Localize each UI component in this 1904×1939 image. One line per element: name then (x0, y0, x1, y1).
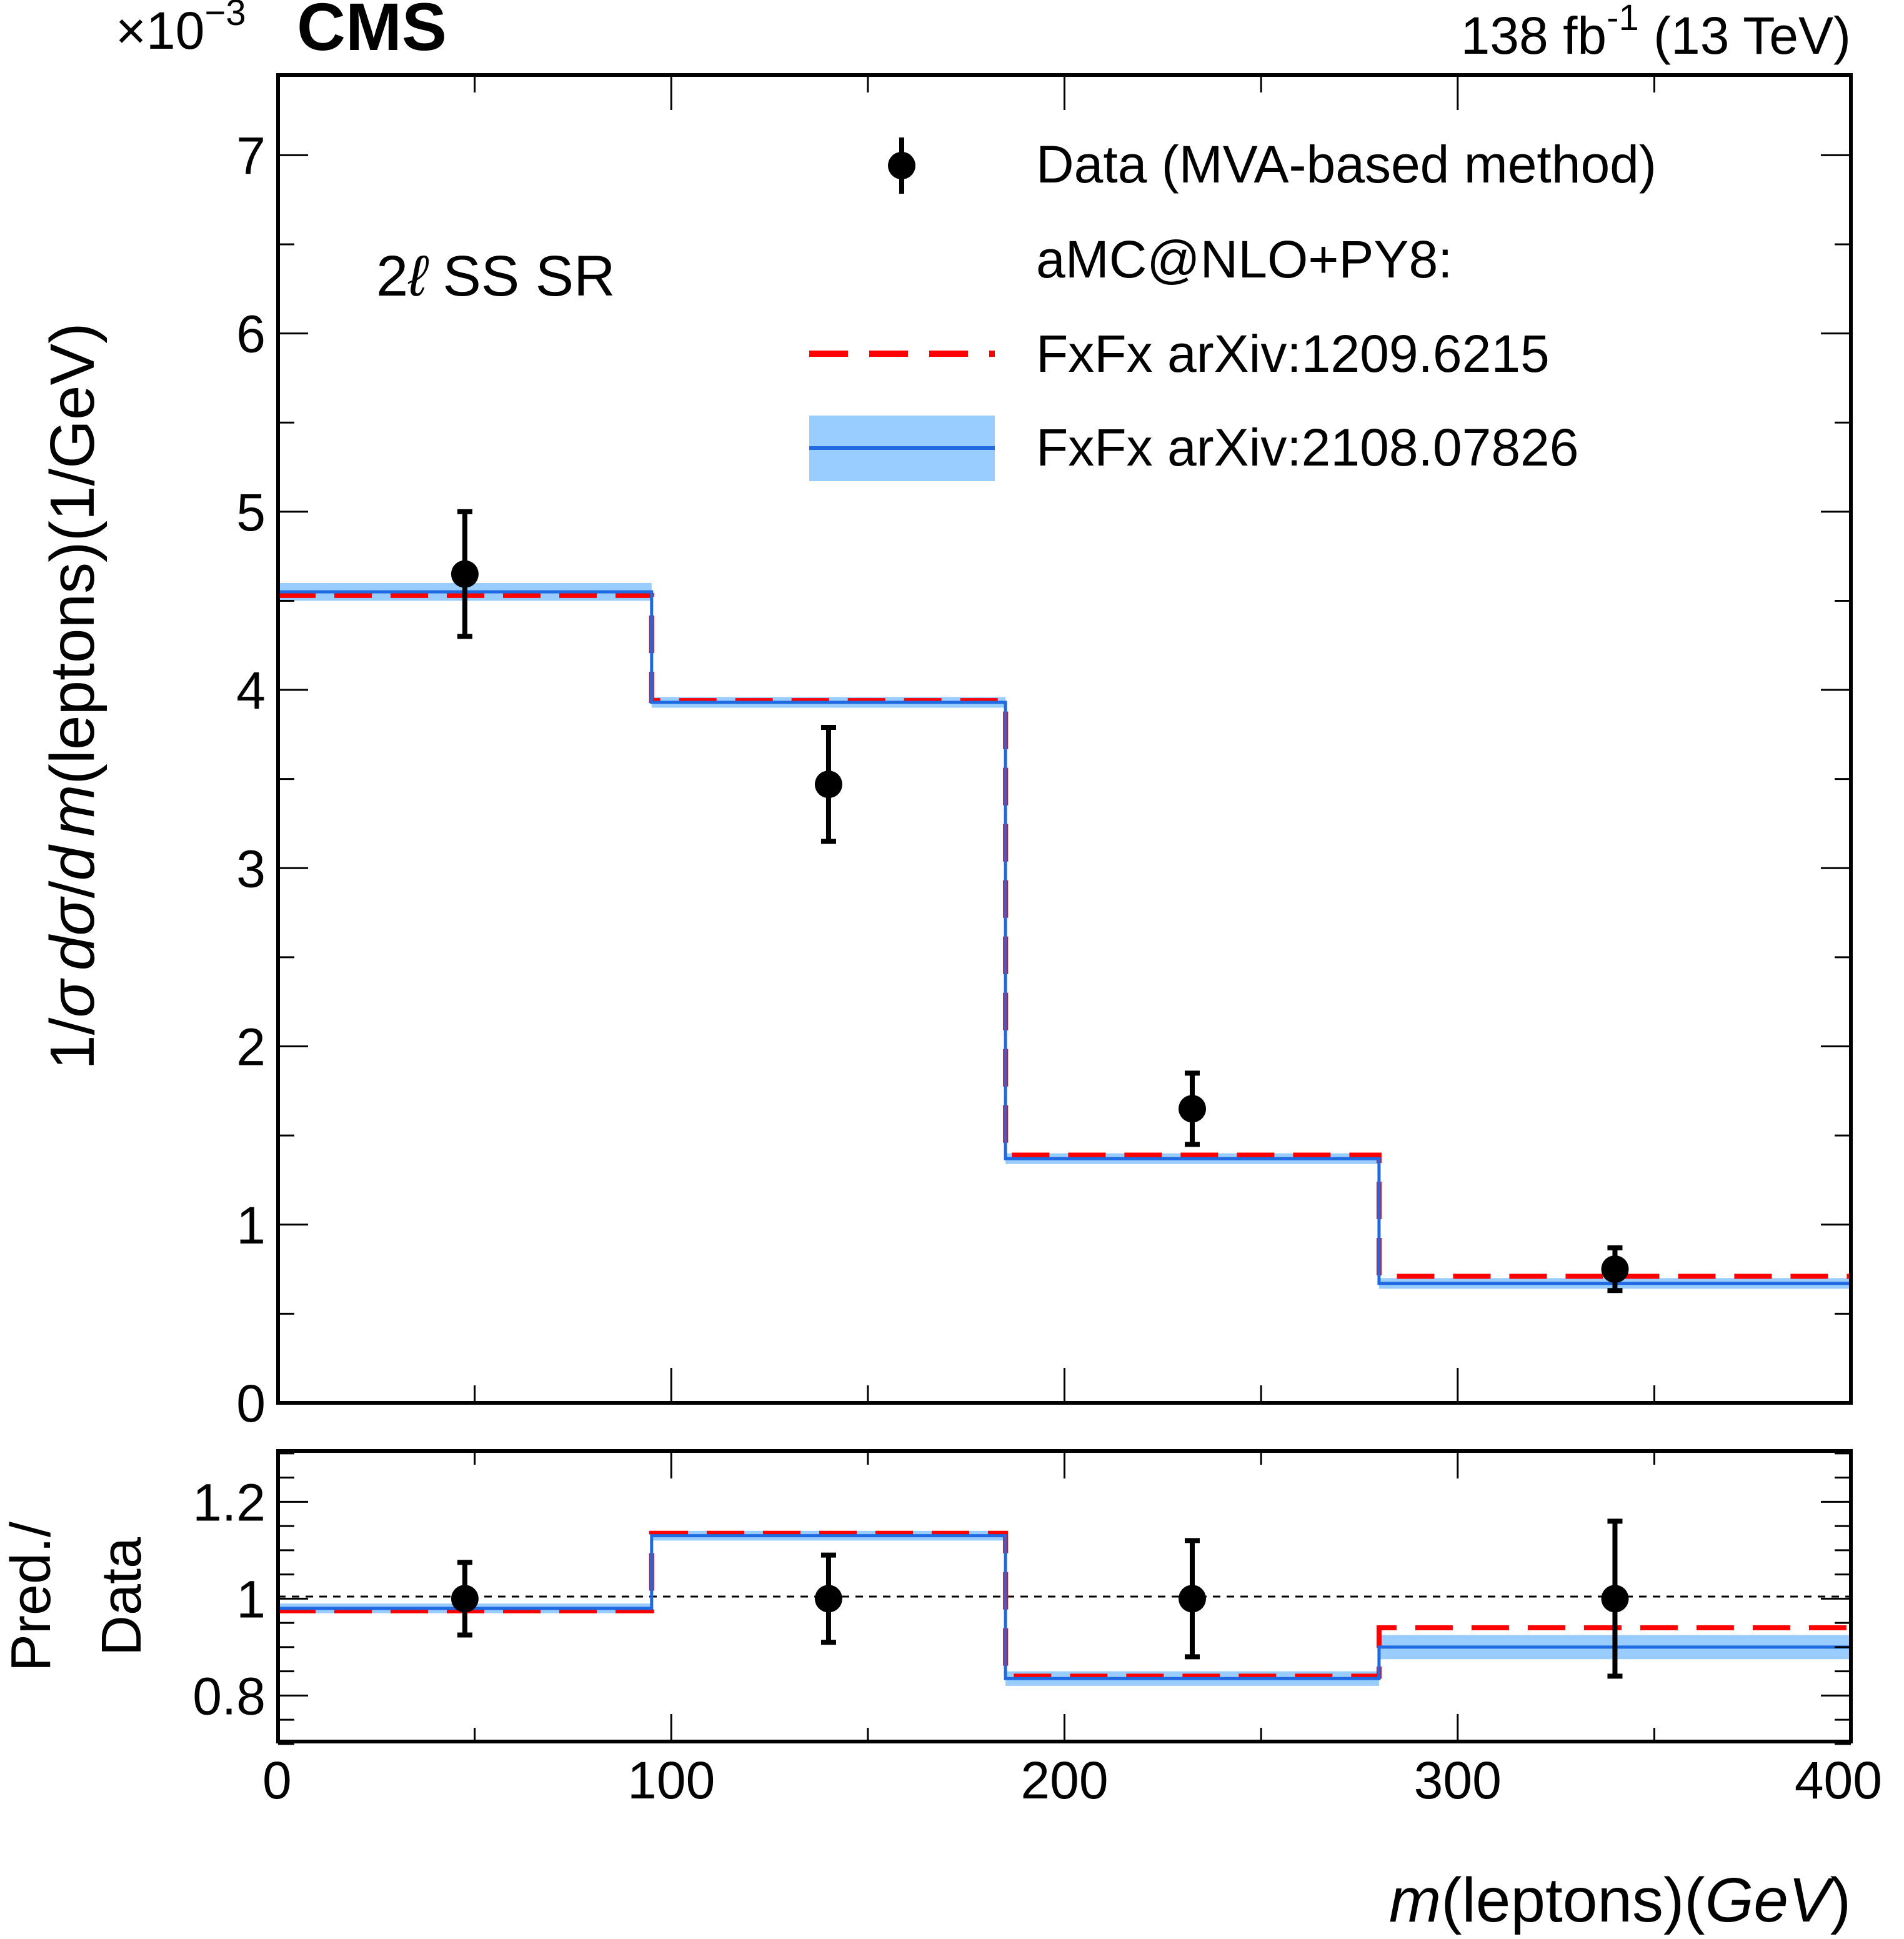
ratio-panel (276, 1449, 1853, 1745)
red-prediction-group (278, 592, 1851, 1279)
legend: Data (MVA-based method) aMC@NLO+PY8: FxF… (809, 135, 1657, 481)
lumi-exponent: -1 (1607, 0, 1639, 38)
x-tick-label: 300 (1414, 1751, 1502, 1810)
y-axis-title-p5: / (37, 880, 107, 898)
main-blue-histogram (278, 590, 1851, 1285)
ratio-tick-label: 1 (236, 1570, 266, 1628)
experiment-label: CMS (297, 0, 447, 64)
y-axis-title-p2: σ (37, 978, 107, 1018)
main-red-histogram (278, 592, 1851, 1279)
y-tick-labels: 0 1 2 3 4 5 6 7 (236, 126, 266, 1433)
y-axis-title-p3: d (37, 934, 107, 970)
lumi-label: 138 fb-1 (13 TeV) (1461, 0, 1851, 65)
main-panel (276, 73, 1853, 1405)
y-tick-label: 1 (236, 1196, 266, 1255)
main-data-point-marker (1179, 1095, 1207, 1123)
y-tick-label: 5 (236, 483, 266, 542)
x-tick-label: 400 (1795, 1751, 1882, 1810)
x-tick-label: 200 (1020, 1751, 1108, 1810)
legend-data-label: Data (MVA-based method) (1036, 135, 1657, 194)
ratio-tick-labels: 0.8 1 1.2 (192, 1473, 266, 1725)
main-frame (276, 73, 1853, 1405)
x-tick-labels: 0 100 200 300 400 (262, 1751, 1882, 1810)
ratio-tick-label: 0.8 (192, 1667, 266, 1725)
x-axis-title-p1: m (1389, 1865, 1441, 1935)
y-axis-title-p7: m (37, 785, 107, 837)
lumi-prefix: 138 fb (1461, 6, 1607, 65)
ratio-data-point-marker (451, 1585, 479, 1613)
y-axis-title-p1: 1/ (37, 1017, 107, 1070)
data-points-group (451, 509, 1629, 1293)
ratio-tick-label: 1.2 (192, 1473, 266, 1532)
scale-factor: ×10−3 (116, 0, 246, 60)
ratio-frame (276, 1449, 1853, 1743)
y-tick-label: 6 (236, 305, 266, 364)
x-tick-label: 100 (627, 1751, 715, 1810)
main-data-point-marker (814, 770, 842, 799)
legend-red-label: FxFx arXiv:1209.6215 (1036, 324, 1550, 383)
ratio-axis-title-line1: Pred./ (0, 1522, 62, 1672)
region-script-l: ℓ (407, 244, 429, 308)
legend-generator-label: aMC@NLO+PY8: (1036, 230, 1453, 289)
y-tick-label: 3 (236, 839, 266, 898)
ratio-blue-histogram (278, 1534, 1851, 1680)
region-suffix: SS SR (427, 244, 616, 308)
y-axis-title-p6: d (37, 844, 107, 881)
ratio-data-point-marker (1601, 1585, 1629, 1613)
scale-exponent: −3 (205, 0, 246, 33)
ratio-data-point-marker (814, 1585, 842, 1613)
ratio-data-group (451, 1518, 1629, 1679)
ratio-blue-group (278, 1534, 1851, 1680)
lumi-suffix: (13 TeV) (1639, 6, 1851, 65)
y-axis-title: 1/σdσ/dm(leptons)(1/GeV) (37, 322, 107, 1070)
region-label: 2ℓ SS SR (376, 244, 616, 308)
y-axis-title-p8: (leptons)(1/GeV) (37, 322, 107, 784)
blue-band-group (278, 582, 1851, 1289)
ratio-ticks-group (277, 1451, 1852, 1745)
y-axis-title-p4: σ (37, 896, 107, 936)
x-axis-title-p4: ) (1830, 1865, 1851, 1935)
y-tick-label: 4 (236, 661, 266, 720)
x-tick-label: 0 (262, 1751, 292, 1810)
region-prefix: 2 (376, 244, 408, 308)
ratio-axis-title-line2: Data (91, 1537, 153, 1656)
main-data-point-marker (451, 560, 479, 588)
legend-blue-label: FxFx arXiv:2108.07826 (1036, 418, 1578, 477)
scale-prefix: ×10 (116, 1, 205, 60)
main-data-point-marker (1601, 1255, 1629, 1284)
y-tick-label: 7 (236, 126, 266, 185)
y-tick-label: 0 (236, 1374, 266, 1433)
x-axis-title-p3: GeV (1705, 1865, 1835, 1935)
x-axis-title-p2: (leptons)( (1441, 1865, 1705, 1935)
ratio-data-point-marker (1179, 1585, 1207, 1613)
x-axis-title: m(leptons)(GeV) (1389, 1865, 1851, 1935)
blue-prediction-group (278, 590, 1851, 1285)
y-tick-label: 2 (236, 1018, 266, 1077)
legend-data-marker (888, 152, 915, 179)
